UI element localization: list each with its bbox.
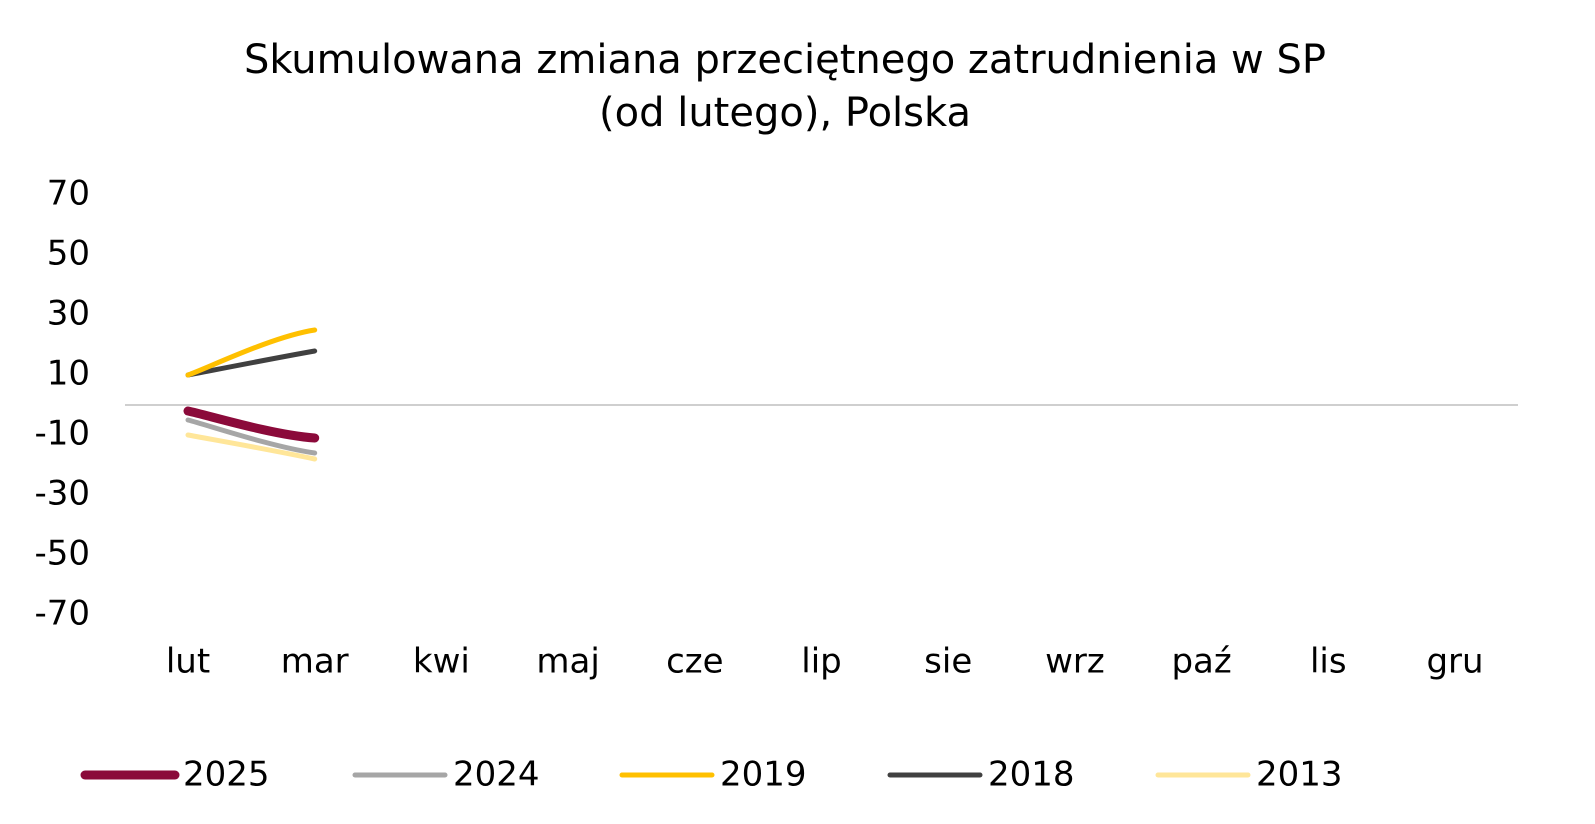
- x-tick-label: maj: [536, 642, 599, 682]
- y-tick-label: 70: [47, 174, 90, 214]
- series-line: [185, 348, 318, 378]
- y-tick-label: -70: [34, 594, 90, 634]
- y-tick-label: -10: [34, 414, 90, 454]
- y-tick-label: -50: [34, 534, 90, 574]
- y-tick-label: -30: [34, 474, 90, 514]
- series-line: [185, 432, 318, 462]
- x-tick-label: cze: [666, 642, 723, 682]
- x-tick-label: lis: [1310, 642, 1347, 682]
- legend-label: 2024: [453, 755, 540, 795]
- y-tick-label: 30: [47, 294, 90, 334]
- chart-title: Skumulowana zmiana przeciętnego zatrudni…: [244, 37, 1326, 83]
- series-line: [183, 406, 320, 443]
- x-tick-label: kwi: [413, 642, 470, 682]
- x-tick-label: lut: [166, 642, 210, 682]
- legend-label: 2018: [988, 755, 1075, 795]
- series-line: [185, 327, 318, 378]
- x-tick-label: lip: [801, 642, 841, 682]
- legend-label: 2025: [183, 755, 270, 795]
- legend-label: 2013: [1256, 755, 1343, 795]
- legend-label: 2019: [720, 755, 807, 795]
- x-tick-label: sie: [924, 642, 972, 682]
- x-tick-label: paź: [1171, 642, 1231, 682]
- chart-subtitle: (od lutego), Polska: [599, 90, 971, 136]
- x-tick-label: wrz: [1045, 642, 1105, 682]
- series-line: [185, 417, 318, 456]
- y-tick-label: 50: [47, 234, 90, 274]
- y-tick-label: 10: [47, 354, 90, 394]
- x-tick-label: gru: [1426, 642, 1483, 682]
- x-tick-label: mar: [281, 642, 349, 682]
